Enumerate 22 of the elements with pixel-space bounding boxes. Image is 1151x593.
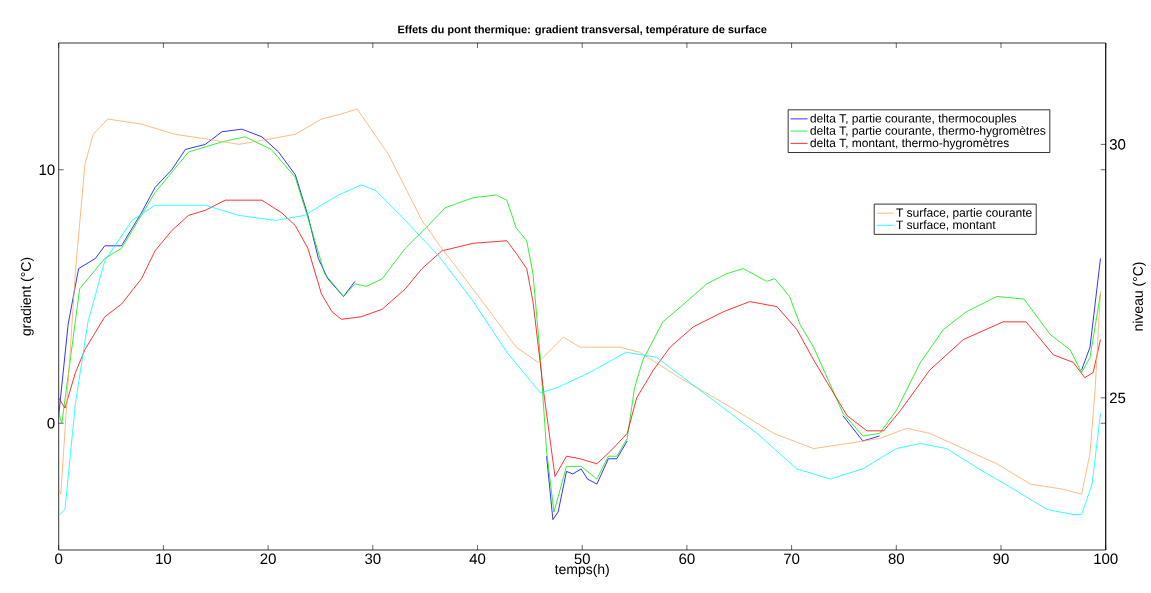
x-tick-label: 10: [156, 553, 172, 565]
x-tick-label: 90: [993, 553, 1009, 565]
legend-label: T surface, partie courante: [896, 208, 1032, 220]
y-axis-title: gradient (°C): [20, 257, 34, 336]
x-tick-label: 50: [574, 553, 590, 565]
chart-title: Effets du pont thermique: gradient transversal, température de surface: [398, 25, 767, 36]
x-tick-label: 60: [679, 553, 695, 565]
x-tick-label: 70: [784, 553, 800, 565]
legend-label: delta T, partie courante, thermo-hygromètres: [810, 125, 1046, 138]
y2-tick-label: 30: [1109, 139, 1126, 150]
y2-tick-label: 25: [1109, 392, 1126, 404]
x-axis-title: temps(h): [554, 563, 609, 577]
x-tick-label: 80: [888, 553, 905, 565]
x-tick-label: 0: [55, 553, 63, 565]
y2-axis-title: niveau (°C): [1132, 262, 1146, 331]
legend-label: T surface, montant: [896, 220, 996, 231]
x-tick-label: 40: [469, 553, 486, 565]
x-tick-label: 20: [260, 553, 276, 565]
x-tick-label: 100: [1094, 553, 1118, 565]
legend-label: delta T, partie courante, thermocouples: [810, 113, 1017, 125]
legend-label: delta T, montant, thermo-hygromètres: [810, 138, 1009, 150]
x-tick-label: 30: [365, 553, 381, 565]
